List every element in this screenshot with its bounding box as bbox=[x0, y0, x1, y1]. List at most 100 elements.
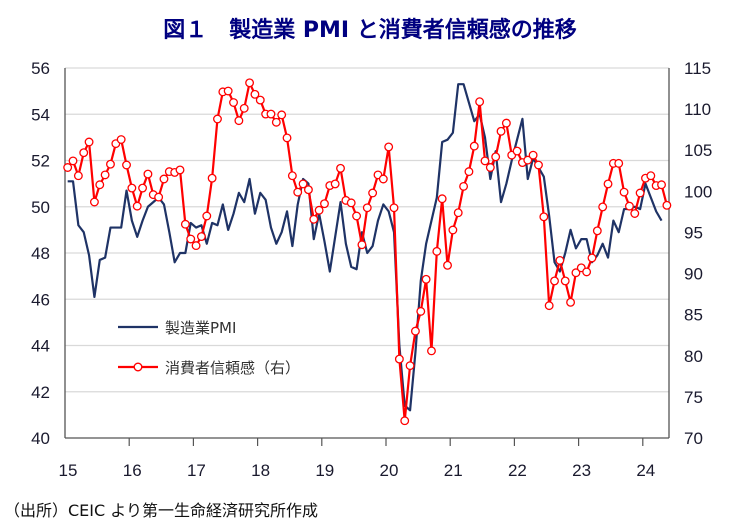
data-point-consumer-confidence bbox=[122, 160, 131, 170]
data-point-consumer-confidence bbox=[523, 155, 533, 165]
data-point-consumer-confidence bbox=[245, 78, 255, 88]
x-tick-label: 17 bbox=[187, 461, 206, 480]
data-point-consumer-confidence bbox=[555, 255, 565, 265]
right-tick-label: 70 bbox=[684, 429, 703, 448]
gridlines bbox=[65, 67, 669, 393]
left-tick-label: 40 bbox=[31, 429, 50, 448]
x-tick-label: 18 bbox=[251, 461, 270, 480]
data-point-consumer-confidence bbox=[378, 174, 388, 184]
data-point-consumer-confidence bbox=[255, 95, 265, 105]
data-point-consumer-confidence bbox=[282, 133, 292, 143]
data-point-consumer-confidence bbox=[68, 156, 78, 166]
data-point-consumer-confidence bbox=[213, 114, 222, 124]
data-point-consumer-confidence bbox=[106, 159, 115, 169]
data-point-consumer-confidence bbox=[143, 169, 153, 179]
data-point-consumer-confidence bbox=[662, 200, 672, 210]
data-point-consumer-confidence bbox=[180, 219, 190, 229]
data-point-consumer-confidence bbox=[480, 156, 490, 166]
data-point-consumer-confidence bbox=[453, 208, 463, 218]
data-point-consumer-confidence bbox=[560, 276, 570, 286]
data-point-consumer-confidence bbox=[84, 137, 94, 147]
data-point-consumer-confidence bbox=[127, 183, 137, 193]
x-tick-label: 16 bbox=[123, 461, 142, 480]
data-point-consumer-confidence bbox=[619, 187, 629, 197]
legend-marker-consumer bbox=[133, 362, 143, 372]
right-axis-tick-labels: 70 75 80 85 90 95 100 105 110 115 bbox=[684, 59, 712, 448]
data-point-consumer-confidence bbox=[496, 126, 506, 136]
axes bbox=[64, 68, 670, 446]
data-point-consumer-confidence bbox=[501, 118, 511, 128]
data-point-consumer-confidence bbox=[175, 165, 185, 175]
data-point-consumer-confidence bbox=[346, 198, 356, 208]
data-point-consumer-confidence bbox=[79, 148, 89, 158]
data-point-consumer-confidence bbox=[475, 97, 485, 107]
data-point-consumer-confidence bbox=[635, 188, 645, 198]
data-point-consumer-confidence bbox=[582, 267, 592, 277]
x-tick-label: 24 bbox=[636, 461, 655, 480]
data-point-consumer-confidence bbox=[394, 354, 404, 364]
right-tick-label: 100 bbox=[684, 182, 712, 201]
left-tick-label: 42 bbox=[31, 383, 50, 402]
data-point-consumer-confidence bbox=[534, 160, 543, 170]
series-group bbox=[63, 78, 672, 426]
right-tick-label: 85 bbox=[684, 306, 703, 325]
data-point-consumer-confidence bbox=[437, 194, 447, 204]
data-point-consumer-confidence bbox=[614, 158, 624, 168]
data-point-consumer-confidence bbox=[154, 192, 164, 202]
data-point-consumer-confidence bbox=[298, 179, 308, 189]
data-point-consumer-confidence bbox=[459, 181, 469, 191]
data-point-consumer-confidence bbox=[410, 326, 420, 336]
data-point-consumer-confidence bbox=[368, 188, 378, 198]
data-point-consumer-confidence bbox=[598, 202, 608, 212]
data-point-consumer-confidence bbox=[330, 179, 340, 189]
left-tick-label: 46 bbox=[31, 290, 50, 309]
data-point-consumer-confidence bbox=[271, 117, 281, 127]
right-tick-label: 105 bbox=[684, 141, 712, 160]
data-point-consumer-confidence bbox=[630, 209, 640, 218]
data-point-consumer-confidence bbox=[277, 110, 287, 120]
data-point-consumer-confidence bbox=[432, 246, 442, 256]
data-point-consumer-confidence bbox=[384, 142, 394, 152]
x-tick-label: 22 bbox=[508, 461, 527, 480]
data-point-consumer-confidence bbox=[657, 180, 666, 190]
source-note: （出所）CEIC より第一生命経済研究所作成 bbox=[4, 501, 318, 520]
data-point-consumer-confidence bbox=[138, 183, 148, 193]
data-point-consumer-confidence bbox=[646, 171, 656, 181]
data-point-consumer-confidence bbox=[266, 109, 276, 119]
data-point-consumer-confidence bbox=[427, 346, 436, 356]
data-point-consumer-confidence bbox=[132, 201, 142, 211]
x-axis-tick-labels: 15 16 17 18 19 20 21 22 23 24 bbox=[59, 461, 656, 480]
right-tick-label: 115 bbox=[684, 59, 711, 78]
data-point-consumer-confidence bbox=[400, 416, 410, 426]
left-tick-label: 50 bbox=[31, 198, 50, 217]
data-point-consumer-confidence bbox=[63, 163, 73, 172]
data-point-consumer-confidence bbox=[320, 199, 329, 209]
data-point-consumer-confidence bbox=[352, 211, 362, 221]
chart-title: 図１ 製造業 PMI と消費者信頼感の推移 bbox=[163, 17, 577, 43]
legend-label-pmi: 製造業PMI bbox=[165, 319, 236, 337]
left-tick-label: 54 bbox=[31, 105, 50, 124]
data-point-consumer-confidence bbox=[357, 240, 367, 250]
legend-label-consumer: 消費者信頼感（右） bbox=[165, 359, 300, 377]
data-point-consumer-confidence bbox=[95, 180, 105, 190]
data-point-consumer-confidence bbox=[229, 98, 238, 107]
data-point-consumer-confidence bbox=[550, 276, 559, 286]
data-point-consumer-confidence bbox=[116, 135, 126, 144]
data-point-consumer-confidence bbox=[73, 171, 83, 181]
data-point-consumer-confidence bbox=[421, 274, 431, 284]
legend: 製造業PMI 消費者信頼感（右） bbox=[118, 319, 300, 377]
left-tick-label: 56 bbox=[31, 59, 50, 78]
data-point-consumer-confidence bbox=[362, 203, 372, 213]
left-tick-label: 44 bbox=[31, 337, 50, 356]
data-point-consumer-confidence bbox=[485, 163, 495, 172]
data-point-consumer-confidence bbox=[587, 253, 597, 263]
left-tick-label: 48 bbox=[31, 244, 50, 263]
data-point-consumer-confidence bbox=[100, 170, 110, 180]
data-point-consumer-confidence bbox=[512, 146, 522, 156]
data-point-consumer-confidence bbox=[603, 179, 613, 189]
x-tick-label: 20 bbox=[380, 461, 399, 480]
data-point-consumer-confidence bbox=[443, 260, 452, 270]
data-point-consumer-confidence bbox=[309, 214, 319, 224]
data-point-consumer-confidence bbox=[191, 241, 201, 251]
right-tick-label: 80 bbox=[684, 347, 703, 366]
